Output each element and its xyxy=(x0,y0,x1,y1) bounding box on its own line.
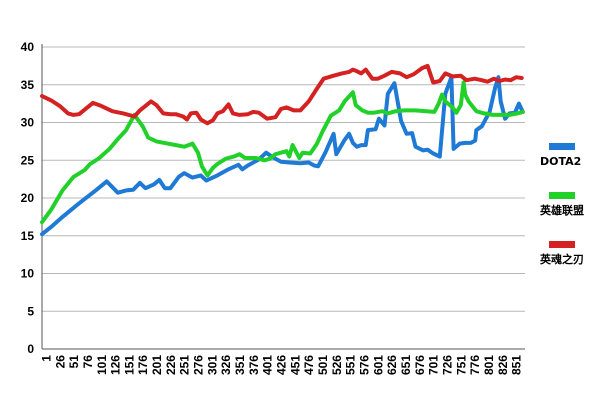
x-tick-label: 1 xyxy=(39,355,53,362)
x-tick-label: 576 xyxy=(358,355,372,375)
x-tick-label: 351 xyxy=(233,355,247,375)
x-tick-label: 501 xyxy=(316,355,330,375)
x-tick-label: 676 xyxy=(413,355,427,375)
x-tick-label: 201 xyxy=(150,355,164,375)
series-line-1 xyxy=(40,75,525,237)
y-tick-label: 40 xyxy=(21,40,35,54)
x-tick-label: 326 xyxy=(219,355,233,375)
x-tick-label: 801 xyxy=(482,355,496,375)
x-tick-label: 151 xyxy=(122,355,136,375)
x-tick-label: 301 xyxy=(205,355,219,375)
x-tick-label: 26 xyxy=(53,355,67,369)
x-tick-label: 401 xyxy=(261,355,275,375)
legend-label: 英雄联盟 xyxy=(539,203,584,217)
series-line-3 xyxy=(40,63,524,126)
y-tick-label: 20 xyxy=(21,191,35,205)
y-tick-label: 15 xyxy=(21,229,35,243)
x-tick-label: 226 xyxy=(164,355,178,375)
y-tick-label: 35 xyxy=(21,78,35,92)
x-tick-label: 776 xyxy=(468,355,482,375)
x-tick-label: 701 xyxy=(427,355,441,375)
legend-swatch xyxy=(549,241,575,248)
x-tick-label: 601 xyxy=(371,355,385,375)
x-tick-label: 451 xyxy=(288,355,302,375)
legend-swatch xyxy=(549,143,575,150)
x-tick-label: 176 xyxy=(136,355,150,375)
x-tick-label: 826 xyxy=(496,355,510,375)
legend-swatch xyxy=(549,192,575,199)
x-tick-label: 101 xyxy=(95,355,109,375)
x-tick-label: 126 xyxy=(109,355,123,375)
x-tick-label: 651 xyxy=(399,355,413,375)
y-tick-labels: 0 5 10 15 20 25 30 35 40 xyxy=(21,40,35,356)
legend-label: 英魂之刃 xyxy=(539,252,584,266)
x-tick-label: 626 xyxy=(385,355,399,375)
x-tick-label: 76 xyxy=(81,355,95,369)
x-tick-label: 851 xyxy=(510,355,524,375)
x-tick-labels: 1 26 51 76 101 126 151 176 201 226 251 276 301 326 351… xyxy=(39,355,523,375)
y-tick-label: 30 xyxy=(21,116,35,130)
y-tick-label: 0 xyxy=(27,342,34,356)
x-tick-label: 526 xyxy=(330,355,344,375)
x-tick-label: 426 xyxy=(275,355,289,375)
series-line-2 xyxy=(40,80,525,225)
series-lines xyxy=(40,63,525,237)
x-tick-label: 51 xyxy=(67,355,81,369)
y-tick-label: 5 xyxy=(27,304,34,318)
x-tick-label: 276 xyxy=(192,355,206,375)
x-tick-label: 551 xyxy=(344,355,358,375)
y-tick-label: 25 xyxy=(21,153,35,167)
x-tick-label: 376 xyxy=(247,355,261,375)
legend-label: DOTA2 xyxy=(540,155,581,168)
x-tick-label: 726 xyxy=(441,355,455,375)
y-tick-label: 10 xyxy=(21,267,35,281)
x-tick-label: 751 xyxy=(454,355,468,375)
x-tick-label: 476 xyxy=(302,355,316,375)
x-tick-label: 251 xyxy=(178,355,192,375)
